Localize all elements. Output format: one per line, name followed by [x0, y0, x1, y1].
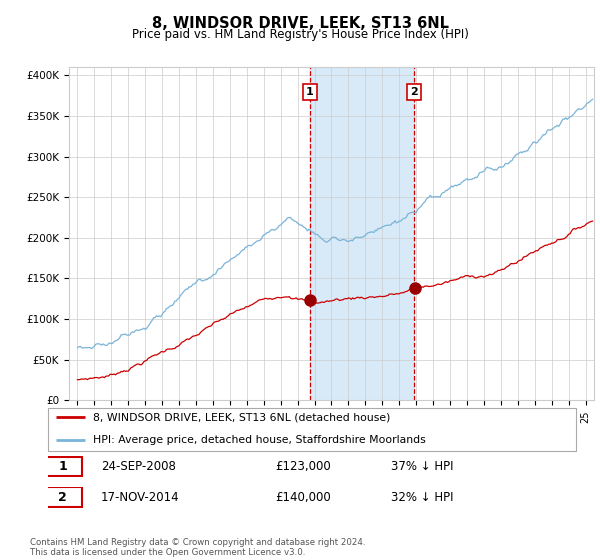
FancyBboxPatch shape: [43, 488, 82, 507]
Text: Contains HM Land Registry data © Crown copyright and database right 2024.
This d: Contains HM Land Registry data © Crown c…: [30, 538, 365, 557]
FancyBboxPatch shape: [43, 457, 82, 476]
Text: 32% ↓ HPI: 32% ↓ HPI: [391, 491, 454, 504]
Text: 2: 2: [58, 491, 67, 504]
Text: 8, WINDSOR DRIVE, LEEK, ST13 6NL: 8, WINDSOR DRIVE, LEEK, ST13 6NL: [151, 16, 449, 31]
Text: 1: 1: [306, 87, 314, 97]
Text: 24-SEP-2008: 24-SEP-2008: [101, 460, 176, 473]
FancyBboxPatch shape: [48, 408, 576, 451]
Text: 2: 2: [410, 87, 418, 97]
Text: 1: 1: [58, 460, 67, 473]
Text: 37% ↓ HPI: 37% ↓ HPI: [391, 460, 454, 473]
Text: 17-NOV-2014: 17-NOV-2014: [101, 491, 179, 504]
Text: £140,000: £140,000: [275, 491, 331, 504]
Text: £123,000: £123,000: [275, 460, 331, 473]
Bar: [310, 67, 414, 400]
Text: HPI: Average price, detached house, Staffordshire Moorlands: HPI: Average price, detached house, Staf…: [93, 435, 425, 445]
Text: 8, WINDSOR DRIVE, LEEK, ST13 6NL (detached house): 8, WINDSOR DRIVE, LEEK, ST13 6NL (detach…: [93, 412, 390, 422]
Text: Price paid vs. HM Land Registry's House Price Index (HPI): Price paid vs. HM Land Registry's House …: [131, 28, 469, 41]
